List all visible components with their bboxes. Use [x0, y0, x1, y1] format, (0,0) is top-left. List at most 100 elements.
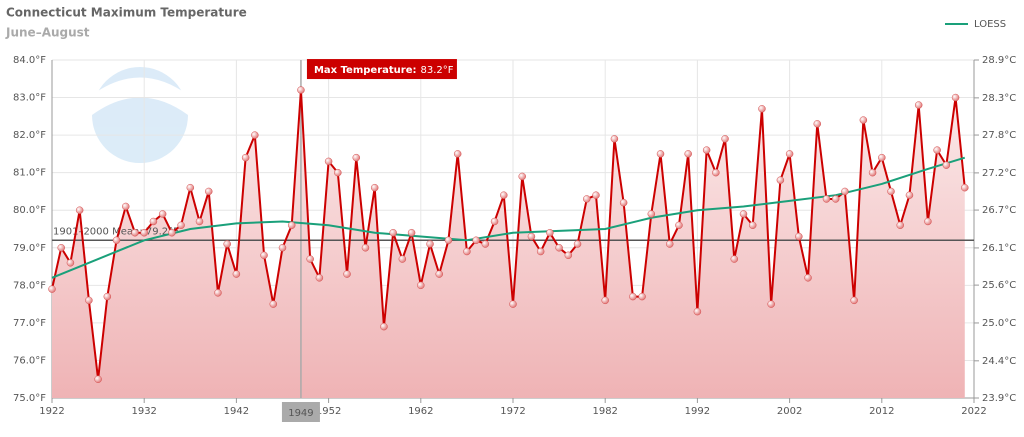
y-tick-label: 82.0°F: [13, 130, 46, 141]
point: [721, 135, 729, 143]
point: [324, 157, 333, 166]
point: [610, 135, 619, 143]
point: [583, 195, 591, 203]
point: [334, 168, 342, 177]
point: [500, 191, 508, 199]
point: [693, 307, 702, 316]
point: [813, 120, 822, 128]
point: [444, 236, 453, 245]
point: [518, 172, 526, 181]
point: [241, 153, 250, 162]
y-tick-label: 80.0°F: [13, 205, 46, 216]
point: [75, 206, 84, 214]
point: [186, 183, 195, 192]
y2-tick-label: 27.2°C: [982, 168, 1016, 179]
point: [546, 229, 554, 237]
point: [748, 221, 757, 229]
point: [555, 244, 563, 252]
point: [665, 240, 674, 248]
point: [177, 221, 185, 229]
point: [232, 270, 241, 278]
point: [951, 93, 960, 102]
y2-tick-label: 24.4°C: [982, 356, 1016, 367]
point: [878, 153, 886, 162]
tooltip-label: Max Temperature:: [314, 65, 417, 76]
y-tick-label: 78.0°F: [13, 280, 46, 291]
point: [168, 229, 176, 237]
area: [52, 90, 965, 399]
point: [269, 300, 278, 308]
point: [407, 229, 416, 237]
point: [850, 296, 858, 305]
x-tick-label: 1962: [408, 406, 433, 417]
point: [131, 229, 139, 237]
y-tick-label: 79.0°F: [13, 243, 46, 254]
point: [140, 229, 148, 237]
x-tick-label: 2012: [869, 406, 894, 417]
y-tick-label: 81.0°F: [13, 168, 46, 179]
point: [961, 183, 969, 192]
point: [370, 183, 379, 192]
point: [490, 217, 499, 226]
y-tick-label: 76.0°F: [13, 355, 46, 366]
point: [472, 236, 480, 245]
point: [675, 221, 683, 229]
y2-tick-label: 28.9°C: [982, 55, 1016, 66]
point: [389, 229, 397, 237]
point: [361, 244, 370, 252]
point: [887, 187, 895, 196]
point: [195, 217, 204, 226]
point: [122, 202, 130, 211]
x-tick-label: 2022: [961, 406, 986, 417]
point: [767, 300, 775, 308]
point: [463, 247, 471, 256]
point: [223, 240, 231, 248]
point: [647, 210, 656, 218]
x-tick-label: 1942: [224, 406, 249, 417]
x-tick-label: 1922: [39, 406, 64, 417]
point: [804, 274, 812, 282]
point: [306, 255, 314, 263]
point: [251, 131, 259, 139]
chart-subtitle: June–August: [5, 26, 90, 40]
point: [831, 195, 840, 203]
tooltip-bg: [306, 59, 457, 80]
point: [758, 105, 766, 113]
y2-tick-label: 28.3°C: [982, 93, 1016, 104]
point: [573, 240, 582, 248]
point: [527, 232, 536, 241]
y2-tick-label: 26.1°C: [982, 243, 1016, 254]
y2-tick-label: 25.0°C: [982, 318, 1016, 329]
y2-tick-label: 25.6°C: [982, 280, 1016, 291]
loess-line: [51, 156, 966, 279]
tooltip: Max Temperature: 83.2°F: [314, 65, 454, 76]
point: [112, 236, 121, 245]
x-tick-label: 1992: [685, 406, 710, 417]
point: [942, 161, 951, 169]
x-tick-label: 1952: [316, 406, 341, 417]
point: [914, 101, 923, 109]
point: [730, 255, 739, 263]
y-tick-label: 84.0°F: [13, 55, 46, 66]
point: [343, 270, 351, 278]
legend-label: LOESS: [974, 19, 1006, 30]
point: [380, 322, 388, 331]
point: [564, 251, 573, 260]
point: [214, 289, 222, 297]
point: [739, 210, 748, 218]
x-tick-label: 1982: [592, 406, 617, 417]
x-tick-label: 1932: [131, 406, 156, 417]
point: [453, 150, 462, 158]
crosshair-label: 1949: [288, 408, 313, 419]
point: [66, 259, 75, 267]
line: [51, 89, 966, 380]
point: [417, 281, 425, 290]
point: [896, 221, 904, 229]
point: [315, 274, 324, 282]
x-tick-label: 2002: [777, 406, 802, 417]
y2-tick-label: 26.7°C: [982, 205, 1016, 216]
point: [435, 270, 443, 278]
point: [822, 195, 831, 203]
point: [278, 244, 287, 252]
point: [712, 168, 720, 177]
